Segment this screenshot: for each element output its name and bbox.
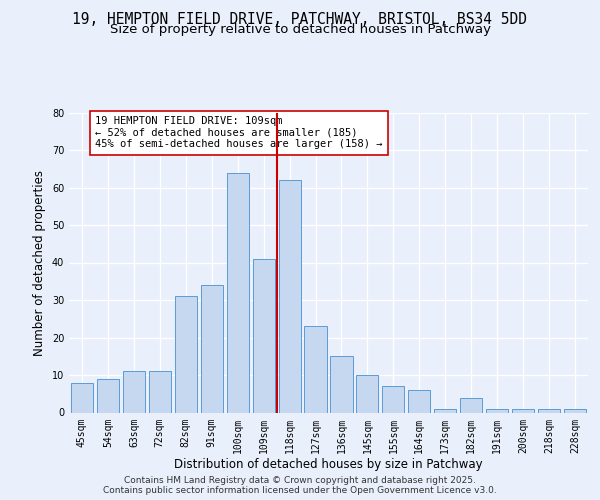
Bar [175,296,197,412]
Bar [278,180,301,412]
Bar [149,371,171,412]
Text: 19, HEMPTON FIELD DRIVE, PATCHWAY, BRISTOL, BS34 5DD: 19, HEMPTON FIELD DRIVE, PATCHWAY, BRIST… [73,12,527,28]
Bar [382,386,404,412]
Bar [512,409,534,412]
Bar [356,375,379,412]
Bar [564,409,586,412]
Bar [253,259,275,412]
Bar [97,379,119,412]
Bar [408,390,430,412]
X-axis label: Distribution of detached houses by size in Patchway: Distribution of detached houses by size … [174,458,483,471]
Y-axis label: Number of detached properties: Number of detached properties [33,170,46,356]
Bar [123,371,145,412]
Text: Size of property relative to detached houses in Patchway: Size of property relative to detached ho… [110,24,491,36]
Bar [486,409,508,412]
Bar [538,409,560,412]
Text: Contains HM Land Registry data © Crown copyright and database right 2025.
Contai: Contains HM Land Registry data © Crown c… [103,476,497,495]
Bar [71,382,93,412]
Bar [460,398,482,412]
Bar [304,326,326,412]
Bar [434,409,457,412]
Bar [200,285,223,412]
Text: 19 HEMPTON FIELD DRIVE: 109sqm
← 52% of detached houses are smaller (185)
45% of: 19 HEMPTON FIELD DRIVE: 109sqm ← 52% of … [95,116,382,150]
Bar [227,172,249,412]
Bar [331,356,353,412]
